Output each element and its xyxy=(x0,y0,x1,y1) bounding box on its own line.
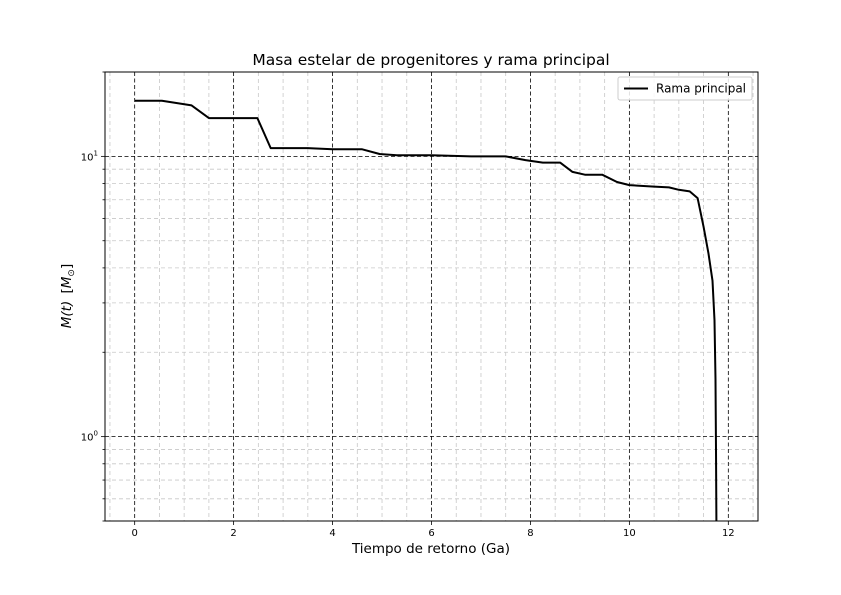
x-axis-label: Tiempo de retorno (Ga) xyxy=(351,541,510,557)
y-axis-ticks: 100 101 xyxy=(81,71,105,522)
y-axis-label: M(t) [M⊙] xyxy=(59,264,77,329)
x-tick-label: 0 xyxy=(131,528,137,539)
legend-label: Rama principal xyxy=(656,82,746,96)
legend-box xyxy=(617,76,753,101)
grid-major xyxy=(105,72,758,521)
legend: Rama principal xyxy=(617,76,753,101)
y-axis-label-open: [ xyxy=(59,288,75,293)
x-tick-label: 8 xyxy=(527,528,533,539)
x-tick-label: 12 xyxy=(722,528,735,539)
x-axis-ticks: 0 2 4 6 8 10 12 xyxy=(131,521,735,539)
x-tick-label: 4 xyxy=(329,528,335,539)
y-axis-label-unit: M xyxy=(59,276,75,288)
series-line-0 xyxy=(134,99,718,522)
y-tick-label: 100 xyxy=(81,430,98,444)
y-axis-label-main: M(t) xyxy=(59,301,75,328)
series-layer xyxy=(134,99,718,522)
x-tick-label: 2 xyxy=(230,528,236,539)
y-tick-label: 101 xyxy=(81,149,98,163)
y-axis-label-close: ] xyxy=(59,264,75,269)
y-axis-label-unit-sub: ⊙ xyxy=(67,269,77,277)
x-tick-label: 10 xyxy=(623,528,636,539)
x-tick-label: 6 xyxy=(428,528,434,539)
chart-title: Masa estelar de progenitores y rama prin… xyxy=(252,51,609,69)
